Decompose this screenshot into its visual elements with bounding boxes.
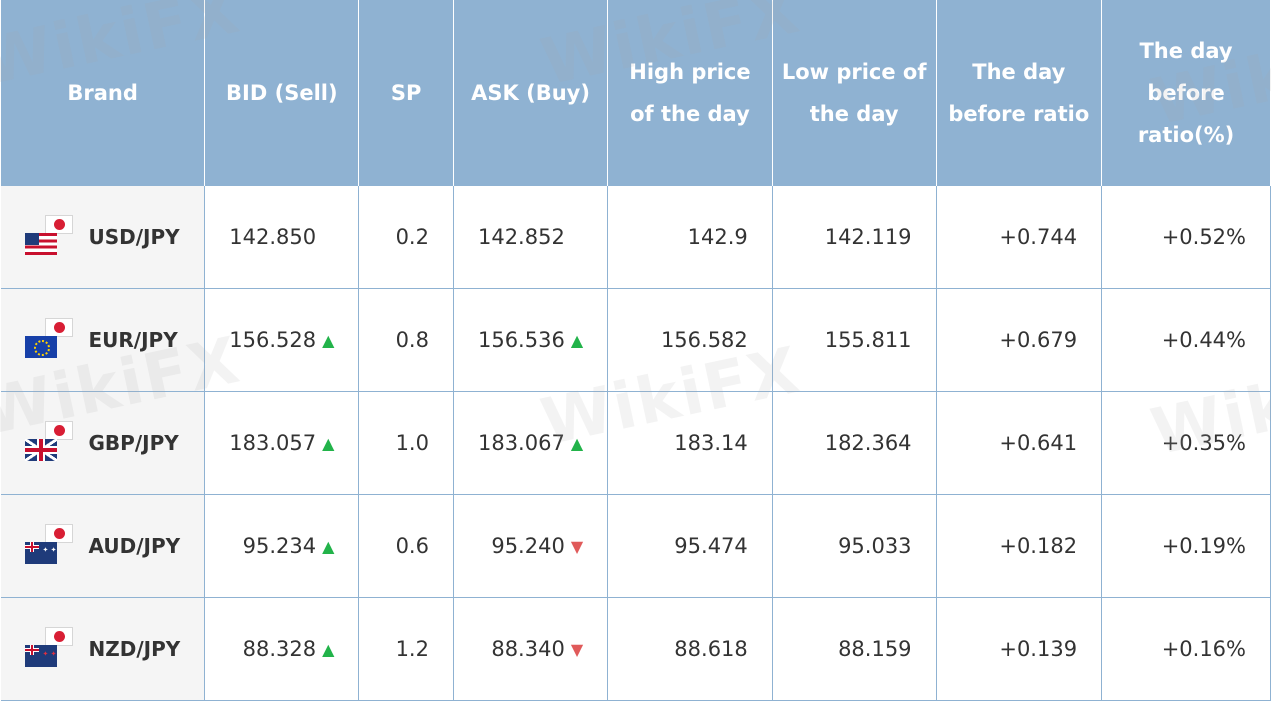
high-cell: 156.582 [607, 288, 773, 392]
ratio-cell: +0.679 [936, 288, 1103, 392]
low-cell: 155.811 [772, 288, 937, 392]
header-ask: ASK (Buy) [452, 0, 609, 186]
ratio-cell: +0.182 [936, 494, 1103, 598]
ratio-pct-cell: +0.16% [1101, 597, 1271, 701]
ask-cell: 156.536 ▲ [453, 288, 609, 392]
bid-cell: 142.850 [204, 186, 360, 289]
jp-flag-icon [44, 524, 73, 543]
high-cell: 95.474 [607, 494, 773, 598]
arrow-up-icon: ▲ [322, 434, 335, 453]
bid-cell: 95.234 ▲ [204, 494, 360, 598]
arrow-down-icon: ▼ [570, 537, 584, 556]
header-day-before-ratio-pct: The day before ratio(%) [1101, 0, 1271, 186]
ratio-pct-cell: +0.35% [1101, 391, 1271, 495]
currency-flags [24, 215, 83, 259]
currency-pair: USD/JPY [88, 225, 180, 249]
currency-flags [24, 421, 83, 465]
low-cell: 142.119 [772, 186, 937, 289]
ratio-pct-cell: +0.44% [1101, 288, 1271, 392]
low-cell: 95.033 [772, 494, 937, 598]
arrow-up-icon: ▲ [322, 537, 335, 556]
ask-cell: 95.240 ▼ [453, 494, 609, 598]
currency-flags [24, 627, 83, 671]
bid-cell: 156.528 ▲ [204, 288, 360, 392]
high-cell: 183.14 [607, 391, 773, 495]
currency-pair: AUD/JPY [88, 534, 181, 558]
low-cell: 88.159 [772, 597, 937, 701]
ratio-pct-cell: +0.52% [1101, 186, 1271, 289]
ratio-cell: +0.139 [936, 597, 1103, 701]
sp-cell: 1.2 [358, 597, 454, 701]
currency-flags [24, 318, 83, 362]
ratio-cell: +0.641 [936, 391, 1103, 495]
jp-flag-icon [44, 421, 73, 440]
currency-flags [24, 524, 83, 568]
ask-cell: 88.340 ▼ [453, 597, 609, 701]
header-high: High price of the day [607, 0, 773, 186]
arrow-down-icon: ▼ [570, 640, 584, 659]
high-cell: 88.618 [607, 597, 773, 701]
jp-flag-icon [44, 627, 73, 646]
brand-cell: USD/JPY [0, 186, 206, 289]
sp-cell: 0.6 [358, 494, 454, 598]
currency-pair: NZD/JPY [88, 637, 181, 661]
sp-cell: 0.2 [358, 186, 454, 289]
eu-flag-icon [24, 336, 57, 358]
brand-cell: EUR/JPY [0, 288, 206, 392]
currency-pair: EUR/JPY [88, 328, 178, 352]
brand-cell: GBP/JPY [0, 391, 206, 495]
nz-flag-icon [24, 645, 57, 667]
brand-cell: NZD/JPY [0, 597, 206, 701]
gb-flag-icon [24, 439, 57, 461]
bid-cell: 183.057 ▲ [204, 391, 360, 495]
header-day-before-ratio: The day before ratio [935, 0, 1103, 186]
us-flag-icon [24, 233, 57, 255]
header-bid: BID (Sell) [204, 0, 360, 186]
ask-cell: 142.852 [453, 186, 609, 289]
currency-pair: GBP/JPY [88, 431, 179, 455]
au-flag-icon [24, 542, 57, 564]
ratio-pct-cell: +0.19% [1101, 494, 1271, 598]
ratio-cell: +0.744 [936, 186, 1103, 289]
table-row[interactable]: NZD/JPY88.328▲1.288.340▼88.61888.159+0.1… [0, 597, 1271, 701]
brand-cell: AUD/JPY [0, 494, 206, 598]
table-row[interactable]: AUD/JPY95.234▲0.695.240▼95.47495.033+0.1… [0, 494, 1271, 598]
jp-flag-icon [44, 318, 73, 337]
arrow-up-icon: ▲ [570, 331, 584, 350]
table-row[interactable]: GBP/JPY 183.057 ▲ 1.0 183.067 ▲ 183.14 182.364 +… [0, 391, 1271, 495]
jp-flag-icon [44, 215, 73, 234]
header-low: Low price of the day [771, 0, 937, 186]
sp-cell: 1.0 [358, 391, 454, 495]
table-row[interactable]: EUR/JPY 156.528 ▲ 0.8 156.536 ▲ 156.582 155.811… [0, 288, 1271, 392]
arrow-up-icon: ▲ [570, 434, 584, 453]
arrow-up-icon: ▲ [322, 640, 335, 659]
sp-cell: 0.8 [358, 288, 454, 392]
arrow-up-icon: ▲ [322, 331, 335, 350]
low-cell: 182.364 [772, 391, 937, 495]
table-row[interactable]: USD/JPY 142.850 0.2 142.852 142.9 142.119 +0.7… [0, 186, 1271, 289]
header-brand: Brand [0, 0, 206, 186]
table-header-row: Brand BID (Sell) SP ASK (Buy) High price… [0, 0, 1271, 186]
bid-cell: 88.328 ▲ [204, 597, 360, 701]
ask-cell: 183.067 ▲ [453, 391, 609, 495]
header-sp: SP [358, 0, 454, 186]
high-cell: 142.9 [607, 186, 773, 289]
